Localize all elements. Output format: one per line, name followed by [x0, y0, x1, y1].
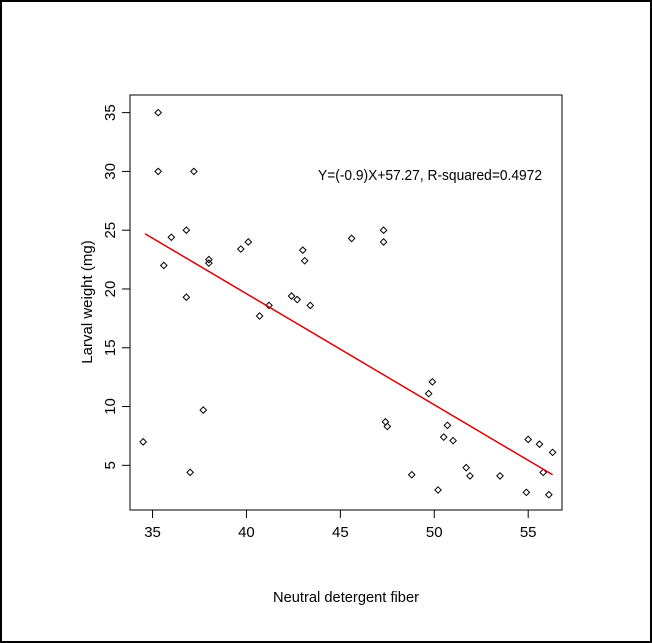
y-tick-label-10: 10 — [102, 398, 119, 415]
data-point — [428, 377, 437, 386]
regression-line — [144, 233, 553, 476]
data-point — [159, 261, 168, 270]
data-point — [199, 406, 208, 414]
data-point — [496, 471, 504, 480]
data-point — [443, 421, 452, 430]
data-point — [255, 312, 264, 320]
y-axis-label: Larval weight (mg) — [79, 240, 96, 363]
data-point — [154, 167, 163, 176]
y-tick-label-25: 25 — [102, 222, 119, 239]
data-point — [139, 437, 148, 446]
data-point — [347, 234, 356, 243]
data-point — [548, 448, 557, 457]
y-axis: 5 10 15 20 25 30 35 — [102, 104, 130, 469]
data-point — [544, 490, 553, 499]
x-axis: 35 40 45 50 55 — [144, 510, 537, 541]
data-point — [293, 295, 302, 304]
y-tick-label-30: 30 — [102, 163, 119, 180]
data-point — [265, 301, 273, 310]
data-point — [522, 488, 531, 497]
data-point — [298, 246, 307, 255]
x-tick-label-35: 35 — [144, 524, 161, 541]
x-tick-label-50: 50 — [426, 524, 443, 541]
data-point — [154, 108, 163, 117]
x-tick-label-40: 40 — [238, 524, 255, 541]
data-point — [439, 433, 448, 442]
x-axis-label: Neutral detergent fiber — [273, 589, 419, 606]
data-point — [539, 468, 548, 477]
data-point — [449, 436, 457, 445]
x-tick-label-45: 45 — [332, 524, 349, 541]
data-point — [204, 255, 213, 264]
data-point — [244, 238, 253, 246]
y-tick-label-20: 20 — [102, 281, 119, 298]
data-point — [383, 422, 392, 431]
data-point — [189, 167, 198, 176]
data-point — [287, 292, 296, 300]
x-tick-label-55: 55 — [520, 524, 537, 541]
data-point — [379, 238, 388, 246]
data-points — [139, 108, 557, 499]
y-tick-label-15: 15 — [102, 339, 119, 356]
y-tick-label-5: 5 — [102, 461, 119, 469]
data-point — [306, 301, 315, 310]
data-point — [466, 471, 474, 480]
data-point — [462, 463, 471, 472]
data-point — [167, 233, 176, 242]
data-point — [434, 486, 442, 494]
data-point — [186, 468, 195, 477]
data-point — [182, 226, 191, 235]
data-point — [524, 435, 533, 444]
data-point — [407, 470, 416, 479]
regression-line-group — [144, 233, 553, 476]
data-point — [300, 256, 309, 265]
data-point — [379, 226, 388, 235]
data-point — [424, 389, 433, 398]
regression-annotation: Y=(-0.9)X+57.27, R-squared=0.4972 — [318, 167, 542, 184]
data-point — [535, 440, 544, 449]
data-point — [236, 245, 245, 253]
data-point — [204, 259, 213, 268]
y-tick-label-35: 35 — [102, 104, 119, 121]
plot-area-box — [129, 94, 563, 511]
data-point — [182, 293, 191, 302]
